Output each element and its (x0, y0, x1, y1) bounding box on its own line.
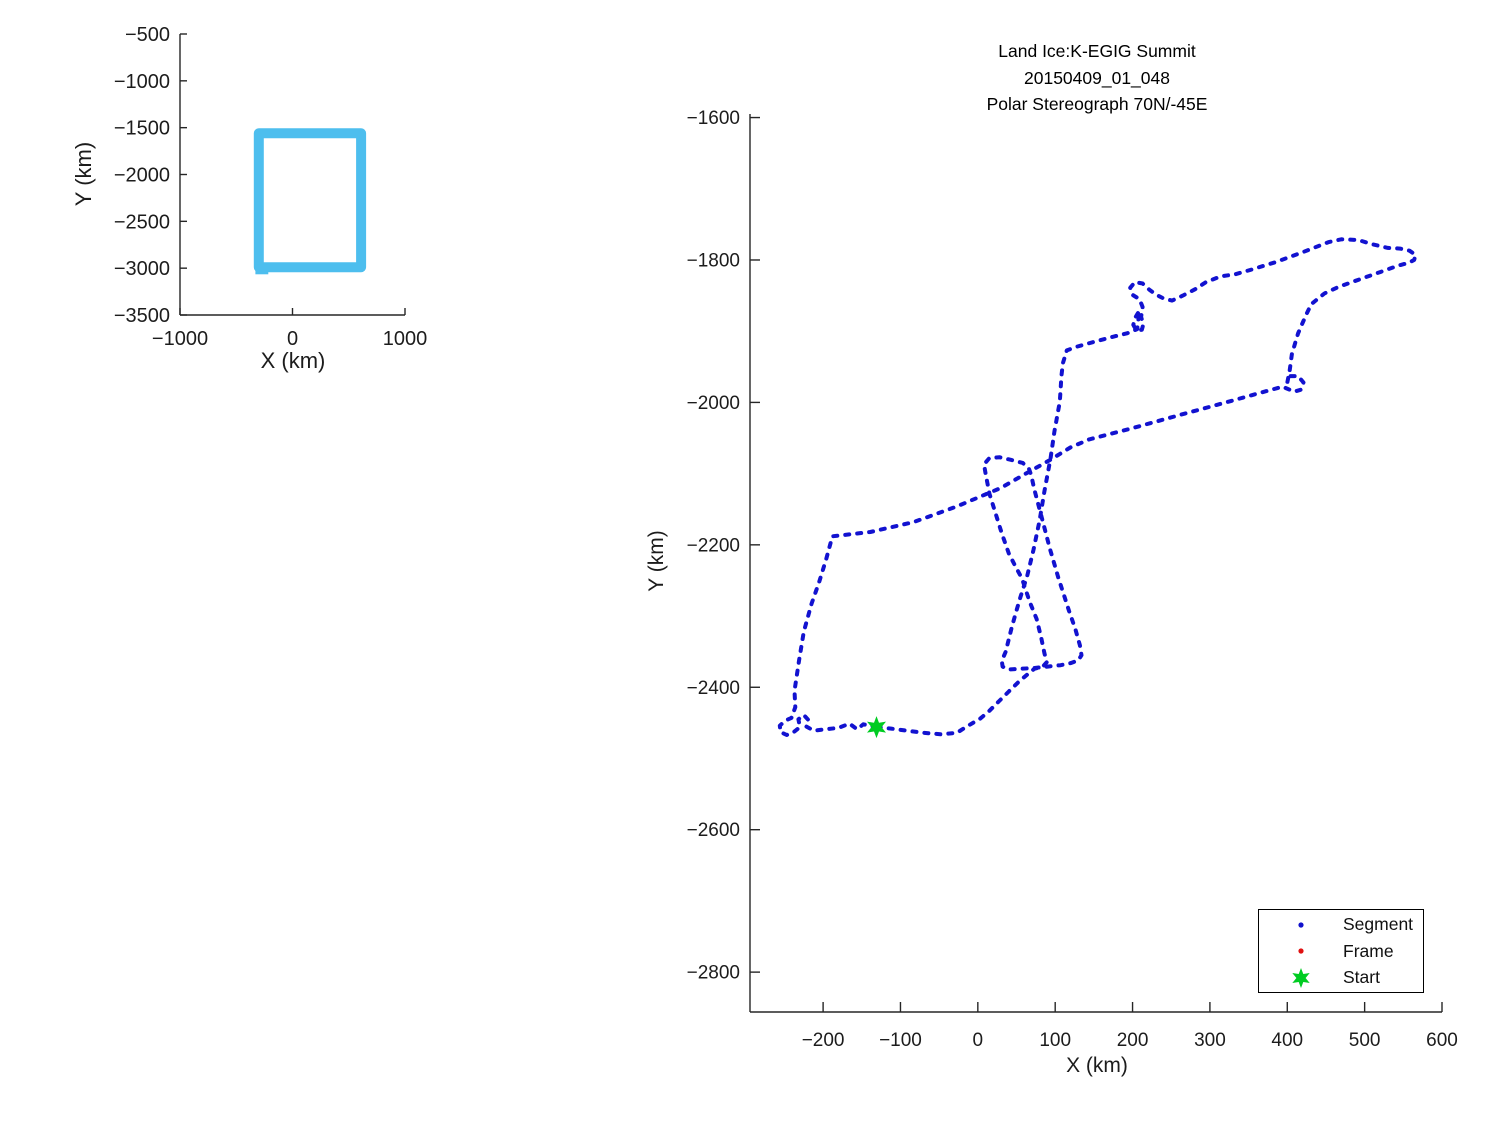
flight-x-tick-label: 200 (1117, 1030, 1149, 1051)
start-marker (867, 716, 886, 739)
flight-x-tick-label: 300 (1194, 1030, 1226, 1051)
legend-label-start: Start (1343, 967, 1380, 987)
overview-x-tick-label: 1000 (383, 328, 428, 350)
flight-y-tick-label: −2600 (687, 820, 740, 841)
plot-title-line-3: Polar Stereograph 70N/-45E (986, 94, 1208, 114)
flight-y-tick-label: −2400 (687, 678, 740, 699)
flight-x-tick-label: −100 (879, 1030, 922, 1051)
plot-title-line-2: 20150409_01_048 (1024, 67, 1170, 88)
start-hexagram-icon (1259, 967, 1343, 989)
legend-box: Segment Frame Start (1258, 909, 1424, 993)
flight-x-tick-label: 400 (1271, 1030, 1303, 1051)
segment-track (777, 237, 1418, 737)
overview-y-tick-label: −500 (125, 24, 170, 46)
segment-dot-icon (1259, 920, 1343, 930)
flight-y-tick-label: −1600 (687, 108, 740, 129)
overview-x-axis-label: X (km) (260, 348, 326, 373)
frame-dot-icon (1259, 946, 1343, 956)
overview-y-axis-label: Y (km) (71, 141, 96, 207)
overview-y-tick-label: −1000 (114, 71, 170, 93)
flight-y-tick-label: −2000 (687, 393, 740, 414)
legend-row-start: Start (1259, 966, 1423, 990)
flight-y-axis-label: Y (km) (645, 530, 668, 592)
flight-x-tick-label: 600 (1426, 1030, 1458, 1051)
flight-x-tick-label: 0 (973, 1030, 984, 1051)
legend-row-segment: Segment (1259, 913, 1423, 937)
flight-y-tick-label: −1800 (687, 250, 740, 271)
flight-x-tick-label: −200 (802, 1030, 845, 1051)
overview-x-tick-label: −1000 (152, 328, 208, 350)
plot-title-line-1: Land Ice:K-EGIG Summit (998, 41, 1196, 61)
overview-y-tick-label: −3000 (114, 258, 170, 280)
overview-y-tick-label: −2000 (114, 165, 170, 187)
coverage-outline (253, 128, 367, 273)
plot-title: Land Ice:K-EGIG Summit 20150409_01_048 P… (872, 38, 1322, 118)
overview-plot: −500−1000−1500−2000−2500−3000−3500−1000 0… (114, 24, 427, 350)
flight-x-tick-label: 100 (1039, 1030, 1071, 1051)
flight-x-axis-label: X (km) (1066, 1054, 1128, 1077)
flight-y-tick-label: −2200 (687, 535, 740, 556)
legend-label-frame: Frame (1343, 940, 1394, 961)
flight-y-tick-label: −2800 (687, 963, 740, 984)
flight-plot: −1600 −1800 −2000 −2200 −2400 −2600 −2800 −200 −… (687, 108, 1458, 1051)
legend-label-segment: Segment (1343, 914, 1414, 934)
legend-row-frame: Frame (1259, 939, 1423, 963)
overview-y-tick-label: −1500 (114, 118, 170, 140)
flight-x-tick-label: 500 (1349, 1030, 1381, 1051)
overview-y-tick-label: −2500 (114, 211, 170, 233)
overview-x-tick-label: 0 (287, 328, 298, 350)
overview-y-tick-label: −3500 (114, 305, 170, 327)
